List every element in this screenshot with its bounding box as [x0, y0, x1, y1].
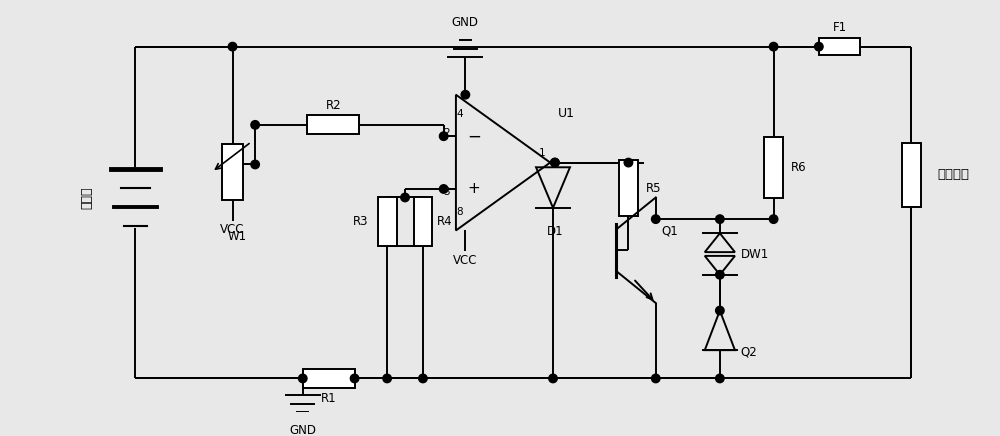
- Circle shape: [251, 160, 259, 169]
- Circle shape: [439, 132, 448, 140]
- Circle shape: [350, 374, 359, 383]
- Bar: [222, 144, 243, 200]
- Bar: [414, 198, 432, 246]
- Circle shape: [251, 121, 259, 129]
- Circle shape: [716, 215, 724, 223]
- Text: GND: GND: [452, 16, 479, 29]
- Text: 用电设备: 用电设备: [938, 168, 970, 181]
- Text: R4: R4: [437, 215, 453, 228]
- Circle shape: [815, 42, 823, 51]
- Text: F1: F1: [833, 21, 847, 34]
- Text: R2: R2: [326, 99, 341, 112]
- Text: 4: 4: [456, 109, 463, 119]
- Circle shape: [716, 307, 724, 315]
- Text: 蓄电池: 蓄电池: [80, 186, 93, 209]
- Circle shape: [716, 374, 724, 383]
- Circle shape: [769, 215, 778, 223]
- Circle shape: [419, 374, 427, 383]
- Circle shape: [551, 158, 559, 167]
- Text: VCC: VCC: [220, 223, 245, 236]
- Bar: [303, 369, 355, 388]
- Text: 1: 1: [539, 148, 545, 158]
- Text: Q2: Q2: [741, 346, 757, 358]
- Circle shape: [383, 374, 391, 383]
- Bar: [902, 143, 921, 207]
- Text: W1: W1: [228, 231, 247, 243]
- Circle shape: [551, 158, 559, 167]
- Circle shape: [716, 270, 724, 279]
- Circle shape: [549, 374, 557, 383]
- Text: +: +: [467, 181, 480, 197]
- Circle shape: [401, 193, 409, 202]
- Text: R3: R3: [353, 215, 368, 228]
- Bar: [378, 198, 397, 246]
- Text: 3: 3: [444, 187, 450, 197]
- Text: U1: U1: [558, 107, 575, 120]
- Text: D1: D1: [547, 225, 563, 238]
- Bar: [764, 136, 783, 198]
- Circle shape: [652, 374, 660, 383]
- Bar: [307, 116, 359, 134]
- Circle shape: [624, 158, 633, 167]
- Circle shape: [461, 90, 470, 99]
- Text: R5: R5: [645, 181, 661, 194]
- Text: −: −: [467, 127, 481, 145]
- Text: Q1: Q1: [661, 225, 678, 238]
- Bar: [819, 38, 860, 55]
- Text: GND: GND: [289, 424, 316, 436]
- Bar: [619, 160, 638, 216]
- Circle shape: [299, 374, 307, 383]
- Text: VCC: VCC: [453, 254, 478, 267]
- Circle shape: [228, 42, 237, 51]
- Circle shape: [439, 185, 448, 193]
- Circle shape: [769, 42, 778, 51]
- Text: 2: 2: [444, 128, 450, 138]
- Text: R6: R6: [791, 161, 806, 174]
- Text: R1: R1: [321, 392, 336, 405]
- Text: 8: 8: [456, 207, 463, 217]
- Text: DW1: DW1: [741, 248, 769, 261]
- Circle shape: [652, 215, 660, 223]
